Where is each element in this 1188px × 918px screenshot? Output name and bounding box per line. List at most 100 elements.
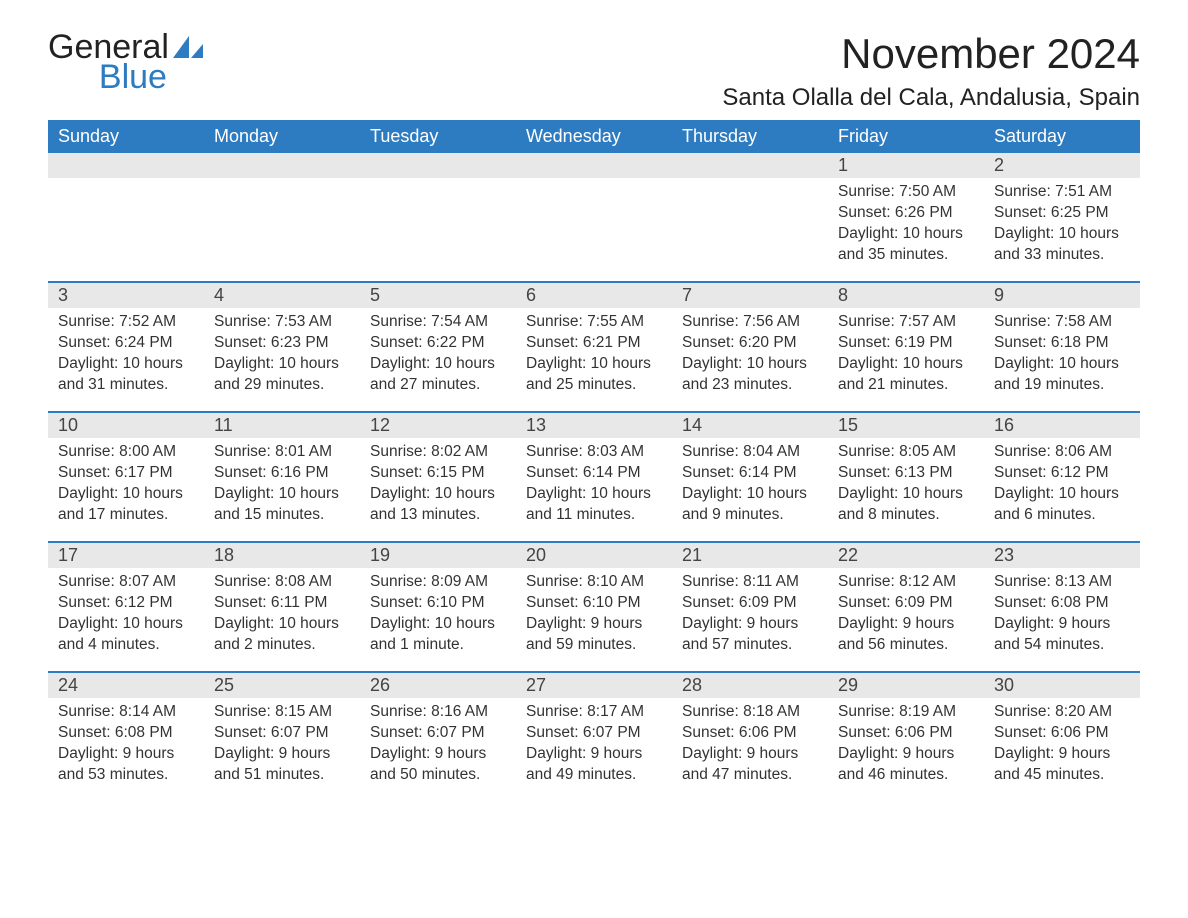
- daylight-text: Daylight: 10 hours and 25 minutes.: [526, 354, 662, 396]
- sunrise-text: Sunrise: 8:17 AM: [526, 702, 662, 723]
- day-number: 26: [360, 673, 516, 698]
- day-cell: 19Sunrise: 8:09 AMSunset: 6:10 PMDayligh…: [360, 543, 516, 671]
- day-cell: 10Sunrise: 8:00 AMSunset: 6:17 PMDayligh…: [48, 413, 204, 541]
- day-number: [360, 153, 516, 178]
- sunset-text: Sunset: 6:06 PM: [838, 723, 974, 744]
- day-cell: 11Sunrise: 8:01 AMSunset: 6:16 PMDayligh…: [204, 413, 360, 541]
- sunrise-text: Sunrise: 7:58 AM: [994, 312, 1130, 333]
- day-cell: 1Sunrise: 7:50 AMSunset: 6:26 PMDaylight…: [828, 153, 984, 281]
- sunset-text: Sunset: 6:07 PM: [526, 723, 662, 744]
- sunrise-text: Sunrise: 8:19 AM: [838, 702, 974, 723]
- day-body: Sunrise: 7:55 AMSunset: 6:21 PMDaylight:…: [516, 308, 672, 404]
- header: General Blue November 2024 Santa Olalla …: [48, 30, 1140, 112]
- day-body: [204, 178, 360, 190]
- sunset-text: Sunset: 6:14 PM: [682, 463, 818, 484]
- sunset-text: Sunset: 6:12 PM: [58, 593, 194, 614]
- day-number: 11: [204, 413, 360, 438]
- sunrise-text: Sunrise: 8:05 AM: [838, 442, 974, 463]
- day-number: 21: [672, 543, 828, 568]
- day-number: 15: [828, 413, 984, 438]
- day-number: 30: [984, 673, 1140, 698]
- sunset-text: Sunset: 6:17 PM: [58, 463, 194, 484]
- day-cell: 16Sunrise: 8:06 AMSunset: 6:12 PMDayligh…: [984, 413, 1140, 541]
- calendar-week: 1Sunrise: 7:50 AMSunset: 6:26 PMDaylight…: [48, 153, 1140, 281]
- calendar-week: 3Sunrise: 7:52 AMSunset: 6:24 PMDaylight…: [48, 281, 1140, 411]
- day-cell: 9Sunrise: 7:58 AMSunset: 6:18 PMDaylight…: [984, 283, 1140, 411]
- day-body: Sunrise: 7:51 AMSunset: 6:25 PMDaylight:…: [984, 178, 1140, 274]
- day-number: 23: [984, 543, 1140, 568]
- sunrise-text: Sunrise: 8:07 AM: [58, 572, 194, 593]
- day-body: Sunrise: 7:53 AMSunset: 6:23 PMDaylight:…: [204, 308, 360, 404]
- sunrise-text: Sunrise: 7:50 AM: [838, 182, 974, 203]
- day-body: Sunrise: 8:01 AMSunset: 6:16 PMDaylight:…: [204, 438, 360, 534]
- sunset-text: Sunset: 6:21 PM: [526, 333, 662, 354]
- sunrise-text: Sunrise: 8:10 AM: [526, 572, 662, 593]
- day-body: Sunrise: 7:52 AMSunset: 6:24 PMDaylight:…: [48, 308, 204, 404]
- day-cell: 2Sunrise: 7:51 AMSunset: 6:25 PMDaylight…: [984, 153, 1140, 281]
- dow-thursday: Thursday: [672, 120, 828, 153]
- day-number: 9: [984, 283, 1140, 308]
- day-body: Sunrise: 7:54 AMSunset: 6:22 PMDaylight:…: [360, 308, 516, 404]
- day-number: 3: [48, 283, 204, 308]
- daylight-text: Daylight: 9 hours and 59 minutes.: [526, 614, 662, 656]
- daylight-text: Daylight: 10 hours and 13 minutes.: [370, 484, 506, 526]
- sunset-text: Sunset: 6:08 PM: [994, 593, 1130, 614]
- daylight-text: Daylight: 10 hours and 31 minutes.: [58, 354, 194, 396]
- daylight-text: Daylight: 10 hours and 15 minutes.: [214, 484, 350, 526]
- day-body: Sunrise: 8:02 AMSunset: 6:15 PMDaylight:…: [360, 438, 516, 534]
- day-number: 4: [204, 283, 360, 308]
- sunrise-text: Sunrise: 8:03 AM: [526, 442, 662, 463]
- day-cell: 29Sunrise: 8:19 AMSunset: 6:06 PMDayligh…: [828, 673, 984, 801]
- daylight-text: Daylight: 10 hours and 2 minutes.: [214, 614, 350, 656]
- calendar-weeks: 1Sunrise: 7:50 AMSunset: 6:26 PMDaylight…: [48, 153, 1140, 801]
- day-cell: 25Sunrise: 8:15 AMSunset: 6:07 PMDayligh…: [204, 673, 360, 801]
- daylight-text: Daylight: 10 hours and 27 minutes.: [370, 354, 506, 396]
- brand-text: General Blue: [48, 30, 169, 94]
- day-number: 29: [828, 673, 984, 698]
- day-number: 8: [828, 283, 984, 308]
- sunset-text: Sunset: 6:23 PM: [214, 333, 350, 354]
- sunrise-text: Sunrise: 8:02 AM: [370, 442, 506, 463]
- day-body: Sunrise: 8:09 AMSunset: 6:10 PMDaylight:…: [360, 568, 516, 664]
- day-body: Sunrise: 8:14 AMSunset: 6:08 PMDaylight:…: [48, 698, 204, 794]
- day-cell: 8Sunrise: 7:57 AMSunset: 6:19 PMDaylight…: [828, 283, 984, 411]
- day-cell: [204, 153, 360, 281]
- dow-monday: Monday: [204, 120, 360, 153]
- day-number: 27: [516, 673, 672, 698]
- sunrise-text: Sunrise: 8:11 AM: [682, 572, 818, 593]
- day-cell: 14Sunrise: 8:04 AMSunset: 6:14 PMDayligh…: [672, 413, 828, 541]
- day-body: Sunrise: 8:10 AMSunset: 6:10 PMDaylight:…: [516, 568, 672, 664]
- day-cell: 30Sunrise: 8:20 AMSunset: 6:06 PMDayligh…: [984, 673, 1140, 801]
- sunrise-text: Sunrise: 8:08 AM: [214, 572, 350, 593]
- day-cell: 3Sunrise: 7:52 AMSunset: 6:24 PMDaylight…: [48, 283, 204, 411]
- day-number: [48, 153, 204, 178]
- daylight-text: Daylight: 10 hours and 17 minutes.: [58, 484, 194, 526]
- daylight-text: Daylight: 10 hours and 1 minute.: [370, 614, 506, 656]
- day-cell: 26Sunrise: 8:16 AMSunset: 6:07 PMDayligh…: [360, 673, 516, 801]
- day-cell: 23Sunrise: 8:13 AMSunset: 6:08 PMDayligh…: [984, 543, 1140, 671]
- day-body: Sunrise: 7:57 AMSunset: 6:19 PMDaylight:…: [828, 308, 984, 404]
- day-cell: 13Sunrise: 8:03 AMSunset: 6:14 PMDayligh…: [516, 413, 672, 541]
- sunrise-text: Sunrise: 8:09 AM: [370, 572, 506, 593]
- sunrise-text: Sunrise: 8:00 AM: [58, 442, 194, 463]
- sunset-text: Sunset: 6:08 PM: [58, 723, 194, 744]
- sunrise-text: Sunrise: 8:18 AM: [682, 702, 818, 723]
- day-body: Sunrise: 8:19 AMSunset: 6:06 PMDaylight:…: [828, 698, 984, 794]
- sunrise-text: Sunrise: 8:14 AM: [58, 702, 194, 723]
- day-body: Sunrise: 8:17 AMSunset: 6:07 PMDaylight:…: [516, 698, 672, 794]
- day-number: 28: [672, 673, 828, 698]
- sunrise-text: Sunrise: 8:04 AM: [682, 442, 818, 463]
- calendar-week: 10Sunrise: 8:00 AMSunset: 6:17 PMDayligh…: [48, 411, 1140, 541]
- daylight-text: Daylight: 10 hours and 29 minutes.: [214, 354, 350, 396]
- day-number: 19: [360, 543, 516, 568]
- sunrise-text: Sunrise: 7:55 AM: [526, 312, 662, 333]
- day-number: 5: [360, 283, 516, 308]
- day-number: 17: [48, 543, 204, 568]
- day-number: [516, 153, 672, 178]
- dow-sunday: Sunday: [48, 120, 204, 153]
- sail-icon: [171, 34, 205, 69]
- sunrise-text: Sunrise: 8:06 AM: [994, 442, 1130, 463]
- daylight-text: Daylight: 9 hours and 56 minutes.: [838, 614, 974, 656]
- day-cell: 27Sunrise: 8:17 AMSunset: 6:07 PMDayligh…: [516, 673, 672, 801]
- day-number: 22: [828, 543, 984, 568]
